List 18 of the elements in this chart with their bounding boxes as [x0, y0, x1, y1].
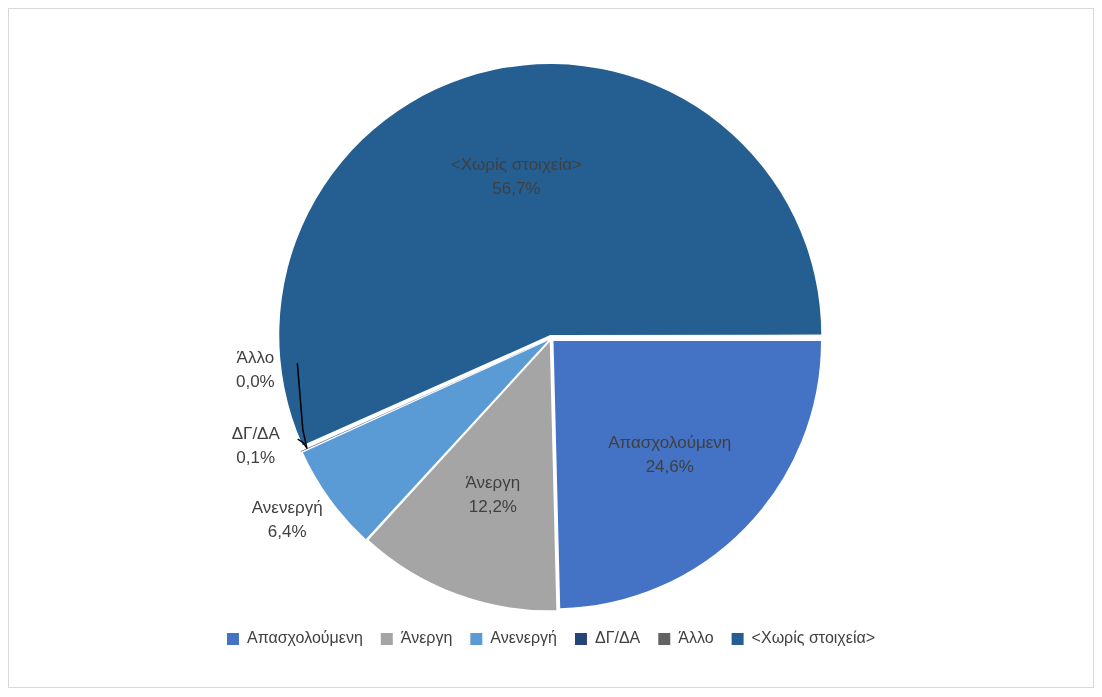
legend-label: <Χωρίς στοιχεία>: [751, 629, 876, 647]
legend-label: Άνεργη: [400, 629, 453, 647]
data-label: 6,4%: [267, 521, 307, 541]
data-label: 12,2%: [468, 496, 517, 516]
legend-label: Άλλο: [678, 629, 714, 647]
slice-label: Άνεργη: [465, 472, 521, 492]
slice-label: Ανενεργή: [251, 497, 323, 517]
data-label: 24,6%: [645, 456, 694, 476]
legend-label: Απασχολούμενη: [246, 629, 363, 647]
slice-label: ΔΓ/ΔΑ: [231, 423, 281, 443]
text: 0,0%: [235, 371, 275, 391]
data-label: 0,1%: [236, 447, 276, 467]
data-label: 56,7%: [492, 179, 541, 198]
legend-label: Ανενεργή: [490, 629, 557, 647]
legend-label: ΔΓ/ΔΑ: [594, 629, 641, 647]
slice-label: Απασχολούμενη: [608, 432, 732, 452]
slice-label: <Χωρίς στοιχεία>: [450, 155, 582, 174]
category-label: Άλλο: [236, 347, 275, 367]
